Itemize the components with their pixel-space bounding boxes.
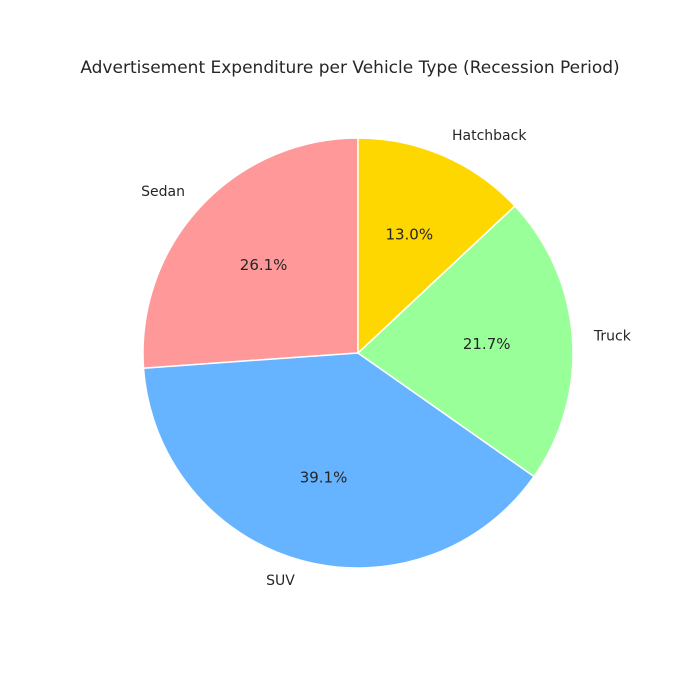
slice-label-suv: SUV [266,573,295,589]
chart-title: Advertisement Expenditure per Vehicle Ty… [80,58,620,78]
slice-label-hatchback: Hatchback [452,128,527,144]
slice-percent-hatchback: 13.0% [385,226,433,244]
pie-slices [142,137,574,569]
pie-slice-sedan [142,137,359,369]
slice-percent-suv: 39.1% [300,468,348,486]
pie-labels: Sedan 26.1% SUV 39.1% Truck 21.7% Hatchback 13.… [141,128,632,589]
slice-label-truck: Truck [593,328,632,344]
pie-slice-truck [357,205,574,478]
pie-slice-suv [142,352,535,569]
slice-percent-sedan: 26.1% [240,256,288,274]
slice-percent-truck: 21.7% [463,335,511,353]
slice-label-sedan: Sedan [141,184,185,200]
pie-slice-hatchback [357,137,516,354]
